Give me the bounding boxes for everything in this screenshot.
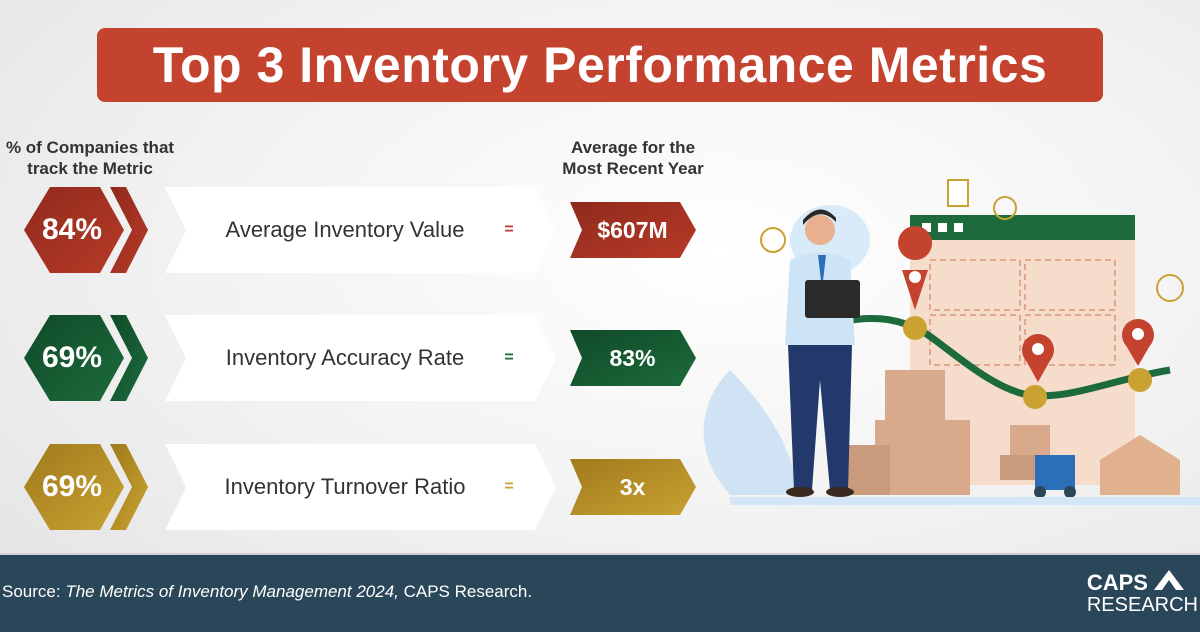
route-line [808, 315, 1171, 400]
metric-label-band [165, 315, 556, 401]
metric-shapes [24, 444, 696, 530]
tablet [805, 280, 860, 318]
chevron-icon [110, 315, 148, 401]
percent-hexagon [24, 187, 124, 273]
source-title: The Metrics of Inventory Management 2024… [65, 582, 399, 601]
metric-value: $607M [597, 216, 668, 243]
metric-row: 69% Inventory Accuracy Rate = 83% [0, 303, 720, 413]
metric-value: 83% [609, 344, 656, 371]
footer: Source: The Metrics of Inventory Managem… [0, 553, 1200, 632]
percent-hexagon [24, 444, 124, 530]
chevron-icon [110, 187, 148, 273]
source-suffix: CAPS Research. [398, 582, 533, 601]
header-line: Most Recent Year [562, 159, 704, 178]
source-prefix: Source: [2, 582, 66, 601]
metric-percent: 69% [41, 470, 103, 503]
logo-bottom: RESEARCH [1086, 594, 1198, 616]
value-tag [570, 330, 696, 386]
metric-row: 84% Average Inventory Value = $607M [0, 175, 720, 285]
forklift [1035, 455, 1075, 490]
column-header-right: Average for the Most Recent Year [533, 137, 733, 179]
mountain-icon [1154, 570, 1185, 590]
value-tag [570, 459, 696, 515]
metric-shapes [24, 315, 696, 401]
metric-label: Average Inventory Value [225, 217, 465, 242]
metric-label: Inventory Turnover Ratio [224, 474, 466, 499]
caps-research-logo: CAPS RESEARCH [1087, 570, 1198, 616]
equals-sign: = [504, 349, 514, 366]
header-line: % of Companies that [5, 138, 175, 157]
metric-label: Inventory Accuracy Rate [225, 345, 465, 370]
plant [703, 370, 800, 495]
source-citation: Source: The Metrics of Inventory Managem… [2, 582, 532, 602]
page-title: Top 3 Inventory Performance Metrics [97, 28, 1103, 102]
chevron-icon [110, 444, 148, 530]
value-tag [570, 202, 696, 258]
percent-hexagon [24, 315, 124, 401]
metric-label-band [165, 444, 556, 530]
metric-label-band [165, 187, 556, 273]
warehouse-illustration [703, 179, 1200, 505]
equals-sign: = [504, 478, 514, 495]
metric-shapes [24, 187, 696, 273]
metric-percent: 84% [41, 213, 103, 246]
equals-sign: = [504, 221, 514, 238]
metric-row: 69% Inventory Turnover Ratio = 3x [0, 432, 720, 542]
header-line: Average for the [570, 138, 696, 157]
logo-top: CAPS [1086, 570, 1148, 595]
column-header-left: % of Companies that track the Metric [0, 137, 190, 179]
header-line: track the Metric [27, 159, 153, 178]
metric-percent: 69% [41, 341, 103, 374]
house [1100, 435, 1180, 495]
metric-value: 3x [619, 473, 646, 500]
